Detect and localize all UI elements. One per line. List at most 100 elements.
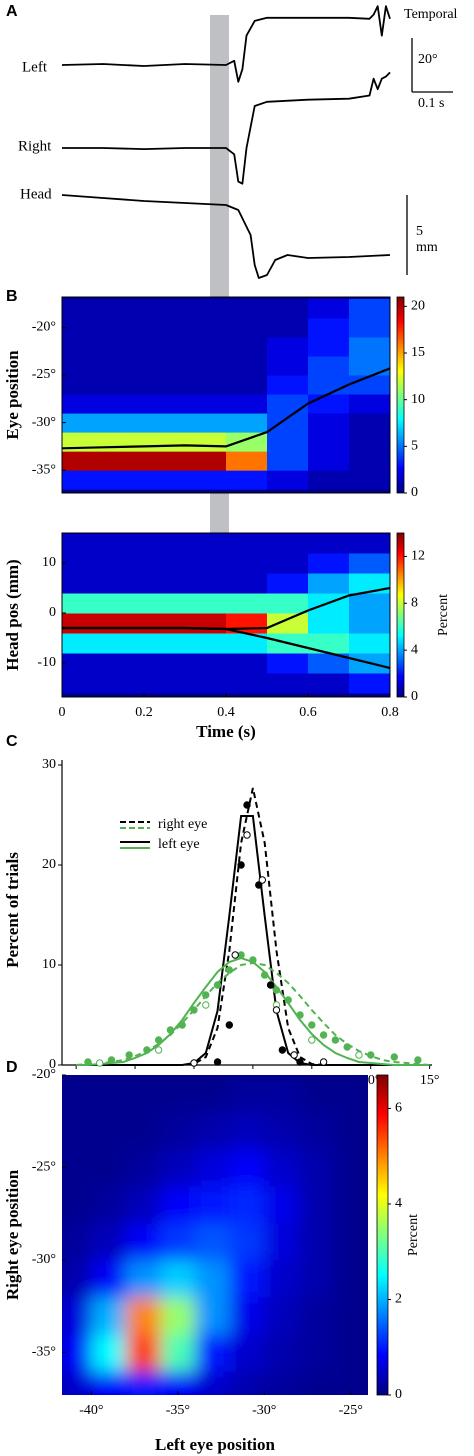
heatmap-cell (333, 1075, 368, 1113)
heatmap-cell (308, 336, 350, 357)
heatmap-cell (125, 1111, 162, 1150)
heatmap-cell (62, 1185, 92, 1224)
heatmap-cell (264, 1075, 300, 1113)
heatmap-cell (62, 1222, 92, 1261)
data-point (296, 1058, 304, 1066)
y-axis-label: Percent of trials (3, 852, 22, 968)
data-point (308, 1021, 316, 1029)
data-point (367, 1051, 375, 1059)
heatmap-cell (185, 432, 227, 452)
colorbar-tick-label: 8 (411, 596, 418, 611)
data-point (213, 1058, 222, 1066)
heatmap-cell (226, 553, 268, 574)
heatmap-cell (185, 633, 227, 654)
colorbar-tick-label: 0 (411, 689, 418, 704)
trace (61, 194, 391, 279)
heatmap-cell (195, 1148, 231, 1187)
heatmap-cell (125, 1185, 162, 1224)
x-tick-label: 0.2 (135, 705, 153, 720)
heatmap-cell (103, 375, 145, 395)
heatmap-cell (91, 1075, 127, 1113)
heatmap-cell (91, 1333, 127, 1372)
heatmap-cell (267, 553, 309, 574)
trace (61, 5, 391, 83)
heatmap-cell (185, 394, 227, 414)
trace-label: Left (22, 59, 48, 75)
curve (76, 961, 430, 1066)
heatmap-cell (62, 375, 104, 395)
heatmap-cell (308, 413, 350, 433)
heatmap-cell (349, 413, 390, 433)
y-tick-label: 10 (42, 555, 56, 570)
heatmap-cell (144, 653, 186, 674)
data-point (237, 861, 245, 869)
heatmap-cell (144, 451, 186, 471)
heatmap-cell (144, 613, 186, 634)
y-tick-label: -20° (32, 1067, 56, 1082)
scale-label: 5 (416, 224, 423, 239)
heatmap-cell (308, 451, 350, 471)
heatmap-cell (62, 298, 104, 319)
heatmap-cell (62, 553, 104, 574)
heatmap-cell (226, 394, 268, 414)
heatmap-cell (308, 613, 350, 634)
y-axis-label: Right eye position (3, 1169, 22, 1300)
colorbar-tick-label: 4 (411, 642, 418, 657)
heatmap-cell (144, 470, 186, 490)
heatmap-cell (91, 1296, 127, 1335)
heatmap-cell (103, 553, 145, 574)
heatmap-cell (185, 375, 227, 395)
heatmap (62, 298, 390, 490)
heatmap-cell (103, 633, 145, 654)
y-tick-label: 20 (42, 857, 56, 872)
data-point (272, 1006, 281, 1014)
heatmap-cell (226, 413, 268, 433)
y-tick-label: 0 (49, 1057, 56, 1072)
legend-label: right eye (158, 817, 207, 832)
data-point (308, 1036, 316, 1044)
heatmap-cell (267, 336, 309, 357)
x-tick-label: -40° (79, 1403, 103, 1418)
heatmap-cell (91, 1259, 127, 1298)
heatmap-cell (91, 1370, 127, 1395)
heatmap-cell (103, 533, 145, 554)
data-point (243, 801, 251, 809)
heatmap-cell (91, 1222, 127, 1261)
heatmap-cell (185, 673, 227, 694)
heatmap-cell (226, 673, 268, 694)
heatmap-cell (267, 533, 309, 554)
data-point (143, 1046, 151, 1054)
heatmap-cell (195, 1370, 231, 1395)
heatmap-cell (298, 1111, 334, 1150)
legend-label: left eye (158, 837, 200, 852)
heatmap-cell (226, 573, 268, 594)
heatmap-cell (62, 633, 104, 654)
heatmap-cell (103, 298, 145, 319)
heatmap-cell (298, 1185, 334, 1224)
x-tick-label: -30° (252, 1403, 276, 1418)
heatmap-cell (226, 470, 268, 490)
heatmap-cell (333, 1148, 368, 1187)
heatmap-cell (267, 298, 309, 319)
heatmap-cell (229, 1148, 265, 1187)
scale-label: 20° (418, 52, 438, 67)
heatmap-cell (308, 533, 350, 554)
heatmap-cell (195, 1259, 231, 1298)
heatmap-cell (267, 375, 309, 395)
data-point (190, 1006, 198, 1014)
heatmap-cell (62, 1296, 92, 1335)
heatmap-cell (264, 1222, 300, 1261)
scale-label: mm (416, 240, 438, 255)
trace (62, 71, 391, 185)
y-tick-label: -35° (32, 462, 56, 477)
data-point (243, 831, 251, 839)
x-tick-label: 0.4 (217, 705, 235, 720)
heatmap-cell (144, 413, 186, 433)
data-point (225, 966, 234, 974)
heatmap-cell (62, 336, 104, 357)
heatmap-cell (125, 1075, 162, 1113)
x-axis-label: Time (s) (196, 722, 256, 741)
curve (76, 956, 430, 1066)
heatmap-cell (195, 1222, 231, 1261)
data-point (107, 1056, 116, 1064)
